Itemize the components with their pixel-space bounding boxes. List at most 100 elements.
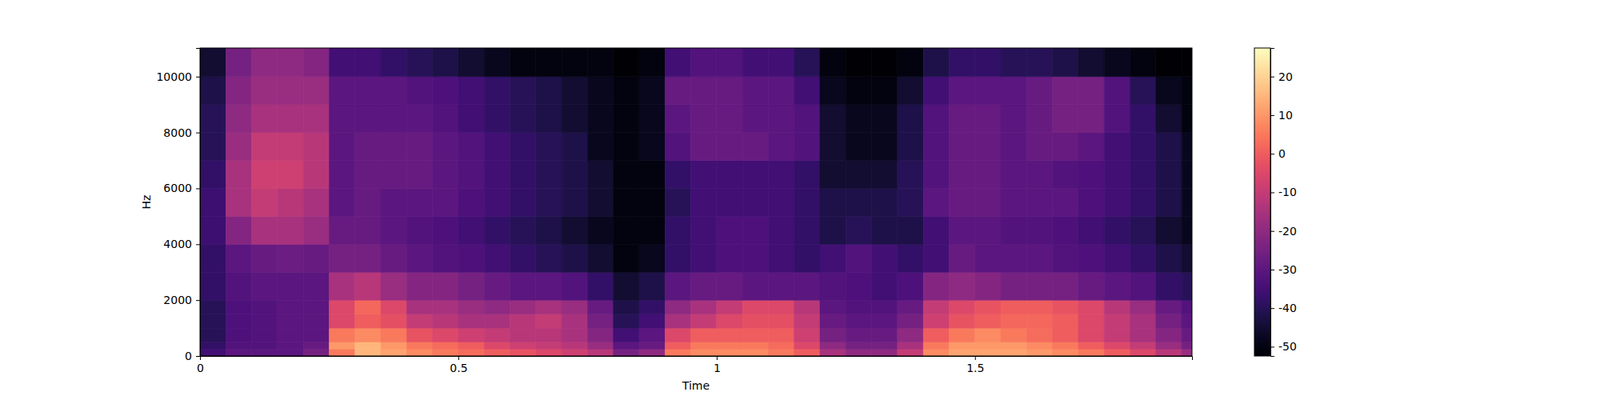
heatmap-cell: [225, 300, 252, 314]
x-axis: 00.511.5: [196, 356, 1192, 375]
colorbar-axis-tick-mark: [1270, 115, 1275, 116]
heatmap-cell: [1156, 300, 1182, 314]
heatmap-cell: [820, 76, 846, 105]
heatmap-cell: [845, 188, 872, 216]
colorbar-axis-tick: -20: [1270, 224, 1297, 238]
heatmap-cell: [587, 272, 613, 300]
heatmap-cell: [716, 160, 743, 189]
heatmap-cell: [1000, 348, 1027, 356]
heatmap-cell: [277, 216, 304, 244]
heatmap-cell: [458, 314, 484, 328]
heatmap-cell: [536, 300, 562, 314]
heatmap-cell: [948, 132, 975, 161]
heatmap-cell: [510, 348, 536, 356]
heatmap-cell: [897, 160, 924, 189]
heatmap-cell: [1130, 272, 1156, 300]
heatmap-cell: [252, 48, 278, 77]
colorbar-axis-tick-label: -50: [1278, 340, 1297, 353]
heatmap-cell: [510, 342, 536, 350]
heatmap-cell: [923, 272, 949, 300]
heatmap-cell: [845, 314, 872, 328]
heatmap-cell: [355, 132, 381, 161]
heatmap-cell: [484, 342, 510, 350]
x-axis-tick-mark: [458, 356, 460, 360]
heatmap-cell: [328, 244, 355, 272]
y-axis-title: Hz: [140, 195, 153, 210]
y-axis-tick-mark: [196, 356, 200, 357]
heatmap-cell: [328, 48, 355, 77]
heatmap-cell: [872, 216, 898, 244]
heatmap-cell: [380, 188, 407, 216]
heatmap-cell: [406, 216, 432, 244]
heatmap-cell: [820, 104, 846, 133]
heatmap-cell: [380, 328, 407, 342]
heatmap-cell: [1052, 160, 1079, 189]
heatmap-cell: [975, 314, 1001, 328]
heatmap-cell: [768, 216, 794, 244]
heatmap-cell: [1181, 348, 1192, 356]
heatmap-cell: [1104, 160, 1130, 189]
heatmap-cell: [380, 48, 407, 77]
heatmap-cell: [587, 160, 613, 189]
heatmap-cell: [587, 216, 613, 244]
heatmap-cell: [1130, 328, 1156, 342]
heatmap-cell: [484, 348, 510, 356]
heatmap-cell: [1000, 272, 1027, 300]
heatmap-cell: [691, 76, 717, 105]
heatmap-cell: [716, 104, 743, 133]
colorbar-axis-tick-label: 10: [1278, 108, 1293, 122]
heatmap-cell: [200, 244, 226, 272]
heatmap-cell: [458, 76, 484, 105]
heatmap-cell: [975, 348, 1001, 356]
heatmap-cell: [742, 328, 768, 342]
y-axis-tick: 2000: [163, 293, 200, 307]
heatmap-cell: [845, 328, 872, 342]
heatmap-cell: [1130, 188, 1156, 216]
heatmap-cell: [664, 348, 691, 356]
heatmap-cell: [923, 104, 949, 133]
heatmap-cell: [923, 300, 949, 314]
heatmap-cell: [716, 314, 743, 328]
y-axis-tick-mark: [196, 300, 200, 301]
heatmap-cell: [355, 188, 381, 216]
heatmap-cell: [561, 244, 588, 272]
heatmap-cell: [303, 48, 329, 77]
heatmap-cell: [328, 160, 355, 189]
heatmap-cell: [948, 48, 975, 77]
heatmap-cell: [1078, 188, 1104, 216]
heatmap-cell: [1052, 328, 1079, 342]
heatmap-cell: [742, 216, 768, 244]
heatmap-cell: [225, 76, 252, 105]
heatmap-cell: [716, 342, 743, 350]
colorbar-axis-tick-mark: [1270, 346, 1275, 348]
heatmap-cell: [742, 48, 768, 77]
heatmap-cell: [639, 300, 665, 314]
heatmap-cell: [458, 328, 484, 342]
heatmap-cell: [406, 300, 432, 314]
heatmap-cell: [768, 160, 794, 189]
heatmap-cell: [923, 314, 949, 328]
heatmap-cell: [768, 104, 794, 133]
heatmap-cell: [664, 132, 691, 161]
heatmap-cell: [587, 314, 613, 328]
heatmap-cell: [587, 342, 613, 350]
heatmap-cell: [948, 328, 975, 342]
heatmap-cell: [328, 76, 355, 105]
heatmap-cell: [948, 272, 975, 300]
heatmap-cell: [1000, 216, 1027, 244]
heatmap-cell: [897, 300, 924, 314]
heatmap-cell: [536, 188, 562, 216]
heatmap-cell: [1052, 342, 1079, 350]
heatmap-cell: [484, 314, 510, 328]
heatmap-cell: [794, 160, 820, 189]
heatmap-cell: [200, 314, 226, 328]
heatmap-cell: [691, 160, 717, 189]
heatmap-cell: [975, 188, 1001, 216]
heatmap-cell: [664, 160, 691, 189]
heatmap-cell: [1130, 342, 1156, 350]
heatmap-cell: [794, 348, 820, 356]
heatmap-cell: [820, 160, 846, 189]
heatmap-cell: [664, 188, 691, 216]
heatmap-cell: [303, 348, 329, 356]
heatmap-cell: [510, 300, 536, 314]
